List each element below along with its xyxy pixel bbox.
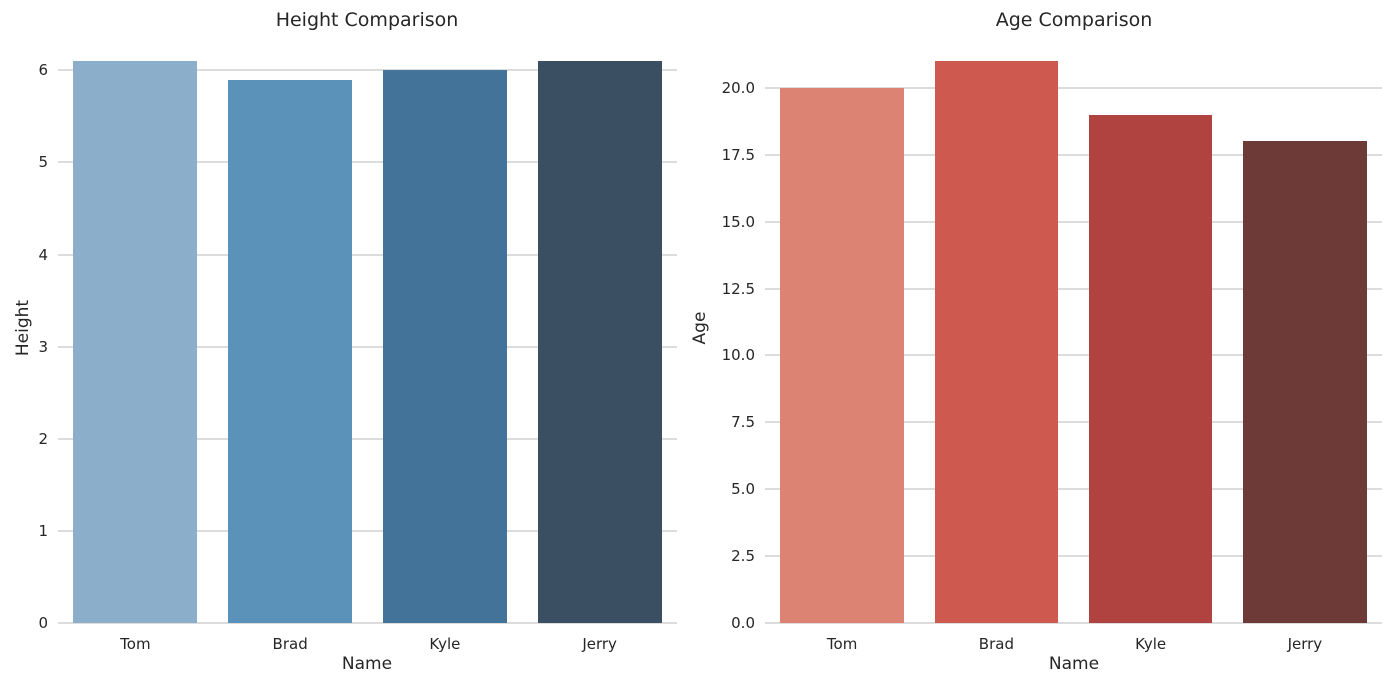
y-tick-label: 2 <box>38 429 48 448</box>
y-tick-label: 1 <box>38 521 48 540</box>
y-tick-label: 0.0 <box>731 614 755 632</box>
gridline <box>765 622 1382 624</box>
x-axis-label: Name <box>341 654 393 674</box>
gridline <box>765 86 1382 89</box>
gridline <box>765 421 1382 424</box>
bar-kyle <box>1088 114 1213 623</box>
height-comparison-chart: Height Comparison Height 0 1 2 3 4 5 6 Tom Brad K… <box>0 0 694 690</box>
y-tick-label: 5 <box>38 153 48 172</box>
y-tick-label: 3 <box>38 337 48 356</box>
gridline <box>58 161 677 164</box>
bar-tom <box>73 61 198 623</box>
chart-title: Height Comparison <box>275 9 459 31</box>
gridline <box>765 153 1382 156</box>
gridline <box>765 488 1382 491</box>
x-axis-label: Name <box>1048 654 1100 674</box>
bar-jerry <box>537 61 662 623</box>
x-tick-label: Kyle <box>429 635 461 653</box>
y-tick-label: 0 <box>38 614 48 632</box>
y-axis-label: Height <box>13 299 33 357</box>
gridline <box>58 622 677 624</box>
y-tick-label: 6 <box>38 61 48 80</box>
gridline <box>765 287 1382 290</box>
bar-kyle <box>382 70 507 623</box>
gridline <box>58 69 677 72</box>
x-tick-label: Jerry <box>1287 635 1323 653</box>
gridline <box>765 354 1382 357</box>
gridline <box>765 555 1382 558</box>
x-tick-label: Tom <box>120 635 151 653</box>
x-tick-label: Jerry <box>582 635 617 653</box>
y-tick-label: 2.5 <box>731 547 755 566</box>
gridline <box>765 220 1382 223</box>
x-tick-label: Brad <box>272 635 308 653</box>
plot-area: 0.0 2.5 5.0 7.5 10.0 12.5 15.0 17.5 20.0 Tom Brad K… <box>722 33 1382 653</box>
bar-brad <box>934 61 1059 623</box>
gridline <box>58 345 677 348</box>
x-tick-label: Brad <box>978 635 1014 653</box>
y-tick-label: 5.0 <box>731 480 755 499</box>
y-tick-label: 4 <box>38 245 48 264</box>
bar-jerry <box>1243 141 1367 623</box>
y-tick-label: 12.5 <box>721 279 755 298</box>
y-tick-label: 20.0 <box>721 78 755 97</box>
y-tick-label: 15.0 <box>721 212 755 231</box>
bar-brad <box>228 79 353 623</box>
x-tick-label: Tom <box>826 635 858 653</box>
gridline <box>58 253 677 256</box>
bar-tom <box>780 87 904 623</box>
gridline <box>58 437 677 440</box>
y-tick-label: 10.0 <box>721 346 755 365</box>
x-tick-label: Kyle <box>1135 635 1167 653</box>
y-axis-label: Age <box>690 311 710 345</box>
plot-area: 0 1 2 3 4 5 6 Tom Brad Kyle Jerry <box>38 33 677 653</box>
y-tick-label: 17.5 <box>721 145 755 164</box>
gridline <box>58 529 677 532</box>
y-tick-label: 7.5 <box>731 413 755 432</box>
chart-title: Age Comparison <box>995 9 1153 31</box>
age-comparison-chart: Age Comparison Age 0.0 2.5 5.0 7.5 10.0 12.5 1… <box>690 0 1389 690</box>
